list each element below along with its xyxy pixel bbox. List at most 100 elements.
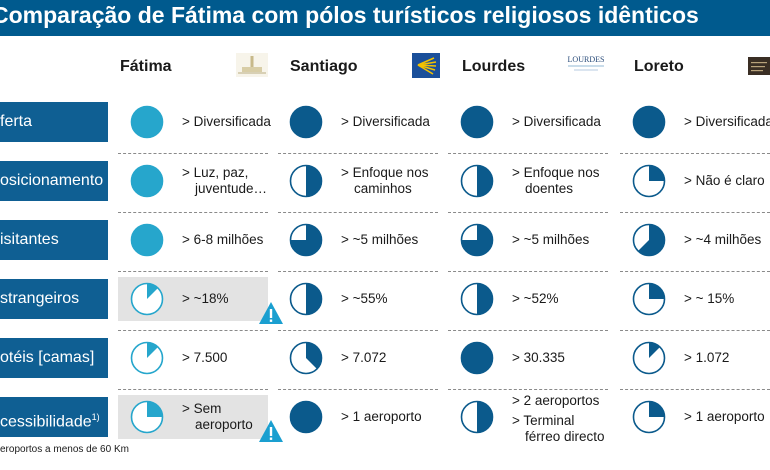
harvey-ball-icon [289, 223, 323, 257]
harvey-ball-icon [289, 400, 323, 434]
harvey-ball-icon [130, 282, 164, 316]
harvey-ball-icon [460, 164, 494, 198]
row-separator [118, 271, 268, 272]
row-separator [278, 212, 438, 213]
row-label: isitantes [0, 220, 108, 260]
row-separator [278, 271, 438, 272]
harvey-ball-icon [460, 282, 494, 316]
row-label: otéis [camas] [0, 338, 108, 378]
column-header-santiago: Santiago [290, 58, 358, 75]
row-label-text: ferta [0, 113, 33, 130]
harvey-ball-icon [632, 341, 666, 375]
row-label-text: cessibilidade1) [0, 412, 100, 431]
row-label-text: strangeiros [0, 290, 80, 307]
cell-text-line: > Terminal [512, 413, 575, 428]
santiago-shell-logo [412, 53, 440, 78]
cell-text-line: > ~52% [512, 291, 559, 306]
harvey-ball-icon [632, 105, 666, 139]
table-cell: > Diversificada [460, 102, 630, 146]
cell-text-line: > 6-8 milhões [182, 232, 264, 247]
row-separator [118, 389, 268, 390]
cell-text-line: > ~55% [341, 291, 388, 306]
cell-text-line: > 7.072 [341, 350, 387, 365]
warning-icon [259, 420, 283, 442]
harvey-ball-icon [460, 341, 494, 375]
cell-text-line: > ~4 milhões [684, 232, 762, 247]
harvey-ball-icon [632, 164, 666, 198]
cell-text-line: > 30.335 [512, 350, 565, 365]
harvey-ball-icon [130, 105, 164, 139]
cell-text-line: > ~ 15% [684, 291, 735, 306]
title-bar: Comparação de Fátima com pólos turístico… [0, 0, 770, 36]
table-cell: > 2 aeroportos > Terminal férreo directo [460, 393, 630, 444]
cell-text-line: > Diversificada [182, 114, 271, 129]
table-cell: > ~4 milhões [632, 220, 770, 264]
table-cell: > Diversificada [632, 102, 770, 146]
harvey-ball-icon [460, 400, 494, 434]
row-label: strangeiros [0, 279, 108, 319]
cell-text: > Diversificada [182, 114, 271, 130]
cell-text-line: > ~5 milhões [341, 232, 419, 247]
column-header-lourdes: Lourdes [462, 58, 526, 75]
harvey-ball-icon [632, 223, 666, 257]
row-separator [448, 212, 608, 213]
row-separator [118, 153, 268, 154]
row-separator [118, 330, 268, 331]
cell-text-line: caminhos [354, 181, 412, 196]
row-label-text: otéis [camas] [0, 349, 95, 366]
row-separator [448, 330, 608, 331]
cell-text-line: > Diversificada [684, 114, 770, 129]
harvey-ball-icon [460, 105, 494, 139]
harvey-ball-icon [460, 223, 494, 257]
row-separator [620, 389, 770, 390]
loreto-logo [748, 57, 770, 75]
cell-text: > ~4 milhões [684, 232, 761, 248]
cell-text-line: > Enfoque nos [512, 165, 600, 180]
table-cell: > Luz, paz, juventude… [130, 161, 300, 205]
table-cell: > ~52% [460, 279, 630, 323]
table-cell: > Não é claro [632, 161, 770, 205]
cell-text: > ~5 milhões [512, 232, 589, 248]
table-cell: > ~5 milhões [289, 220, 459, 264]
cell-text-line: > 1 aeroporto [684, 409, 765, 424]
cell-text-line: > 7.500 [182, 350, 228, 365]
cell-text-line: > ~18% [182, 291, 229, 306]
row-separator [448, 271, 608, 272]
harvey-ball-icon [289, 341, 323, 375]
row-separator [448, 153, 608, 154]
row-separator [620, 330, 770, 331]
table-cell: > 1 aeroporto [289, 397, 459, 441]
lourdes-logo: LOURDES [568, 55, 604, 71]
cell-text: > ~ 15% [684, 291, 734, 307]
cell-text-line: > ~5 milhões [512, 232, 590, 247]
cell-text: > ~52% [512, 291, 559, 307]
harvey-ball-icon [130, 223, 164, 257]
cell-text: > 30.335 [512, 350, 565, 366]
harvey-ball-icon [289, 105, 323, 139]
cell-text-line: doentes [525, 181, 574, 196]
cell-text: > Luz, paz, juventude… [182, 165, 267, 197]
table-cell: > 7.072 [289, 338, 459, 382]
cell-text-line: > Diversificada [341, 114, 430, 129]
cell-text-line: > Sem [182, 401, 222, 416]
cell-text: > Diversificada [684, 114, 770, 130]
table-cell: > ~ 15% [632, 279, 770, 323]
harvey-ball-icon [130, 400, 164, 434]
cell-text-line: aeroporto [195, 417, 253, 432]
table-cell: > Diversificada [130, 102, 300, 146]
table-cell: > Diversificada [289, 102, 459, 146]
cell-text: > Enfoque nos caminhos [341, 165, 428, 197]
cell-text: > 1 aeroporto [684, 409, 765, 425]
row-label: osicionamento [0, 161, 108, 201]
cell-text: > ~55% [341, 291, 388, 307]
row-separator [278, 153, 438, 154]
footnote: eroportos a menos de 60 Km [0, 444, 129, 455]
cell-text-line: > Diversificada [512, 114, 601, 129]
harvey-ball-icon [632, 400, 666, 434]
harvey-ball-icon [289, 164, 323, 198]
row-label-text: isitantes [0, 231, 59, 248]
cell-text: > Não é claro [684, 173, 765, 189]
cell-text-line: férreo directo [525, 429, 605, 444]
table-cell: > 1 aeroporto [632, 397, 770, 441]
column-header-loreto: Loreto [634, 58, 684, 75]
